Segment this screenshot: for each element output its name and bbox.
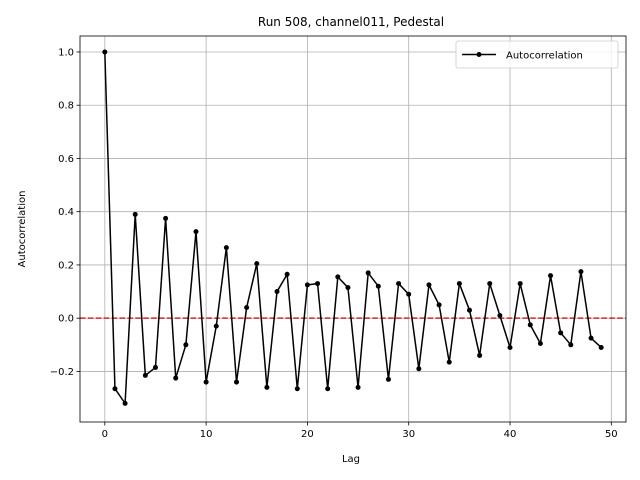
data-point bbox=[578, 269, 584, 275]
data-point bbox=[254, 261, 260, 267]
data-point bbox=[122, 400, 128, 406]
data-point bbox=[568, 342, 574, 348]
legend: Autocorrelation bbox=[455, 40, 619, 69]
data-point bbox=[325, 386, 331, 392]
series-autocorrelation bbox=[102, 49, 604, 406]
data-point bbox=[213, 323, 219, 329]
data-point bbox=[396, 281, 402, 287]
data-point bbox=[588, 335, 594, 341]
y-tick-label: −0.2 bbox=[50, 367, 74, 378]
x-tick-label: 0 bbox=[102, 429, 108, 440]
y-tick-label: 1.0 bbox=[58, 47, 74, 58]
y-tick-label: 0.8 bbox=[58, 101, 74, 112]
data-point bbox=[466, 307, 472, 313]
y-tick-label: 0.0 bbox=[58, 314, 74, 325]
data-point bbox=[274, 289, 280, 295]
data-point bbox=[416, 366, 422, 372]
data-point bbox=[406, 291, 412, 297]
data-point bbox=[375, 283, 381, 289]
data-point bbox=[223, 245, 229, 251]
x-tick-label: 20 bbox=[301, 429, 314, 440]
data-point bbox=[446, 359, 452, 365]
data-point bbox=[203, 379, 209, 385]
legend-entry-autocorrelation: Autocorrelation bbox=[506, 51, 583, 62]
data-point bbox=[102, 49, 108, 55]
y-tick-label: 0.4 bbox=[58, 207, 74, 218]
chart-title: Run 508, channel011, Pedestal bbox=[258, 15, 444, 29]
data-point bbox=[142, 372, 148, 378]
x-tick-label: 40 bbox=[504, 429, 517, 440]
data-point bbox=[537, 340, 543, 346]
data-point bbox=[183, 342, 189, 348]
data-point bbox=[304, 282, 310, 288]
data-point bbox=[173, 375, 179, 381]
x-axis-ticks: 0 10 20 30 40 50 bbox=[102, 422, 618, 440]
data-point bbox=[477, 352, 483, 358]
data-point bbox=[284, 271, 290, 277]
data-point bbox=[497, 313, 503, 319]
data-point bbox=[294, 386, 300, 392]
data-point bbox=[426, 282, 432, 288]
data-point bbox=[335, 274, 341, 280]
data-point bbox=[456, 281, 462, 287]
data-point bbox=[264, 384, 270, 390]
data-point bbox=[355, 384, 361, 390]
x-tick-label: 10 bbox=[200, 429, 213, 440]
data-point bbox=[152, 364, 158, 370]
y-axis-label: Autocorrelation bbox=[17, 191, 28, 268]
legend-marker-swatch bbox=[476, 52, 482, 57]
y-axis-ticks: −0.2 0.0 0.2 0.4 0.6 0.8 1.0 bbox=[50, 47, 80, 378]
plot-frame bbox=[79, 35, 627, 423]
legend-box bbox=[455, 40, 619, 69]
data-point bbox=[385, 376, 391, 382]
data-point bbox=[517, 281, 523, 287]
y-tick-label: 0.6 bbox=[58, 154, 74, 165]
series-line bbox=[104, 51, 602, 405]
data-point bbox=[132, 211, 138, 217]
data-point bbox=[244, 305, 250, 311]
data-point bbox=[163, 215, 169, 221]
data-point bbox=[507, 344, 513, 350]
data-point bbox=[548, 273, 554, 279]
data-point bbox=[598, 344, 604, 350]
data-point bbox=[193, 229, 199, 235]
data-point bbox=[315, 281, 321, 287]
y-tick-label: 0.2 bbox=[58, 260, 74, 271]
x-tick-label: 30 bbox=[402, 429, 415, 440]
data-point bbox=[345, 285, 351, 291]
data-point bbox=[112, 386, 118, 392]
data-point bbox=[365, 270, 371, 276]
data-point bbox=[234, 379, 240, 385]
data-point bbox=[527, 322, 533, 328]
data-point bbox=[558, 330, 564, 336]
x-tick-label: 50 bbox=[605, 429, 618, 440]
x-axis-label: Lag bbox=[342, 454, 360, 465]
data-point bbox=[487, 281, 493, 287]
data-point bbox=[436, 302, 442, 308]
